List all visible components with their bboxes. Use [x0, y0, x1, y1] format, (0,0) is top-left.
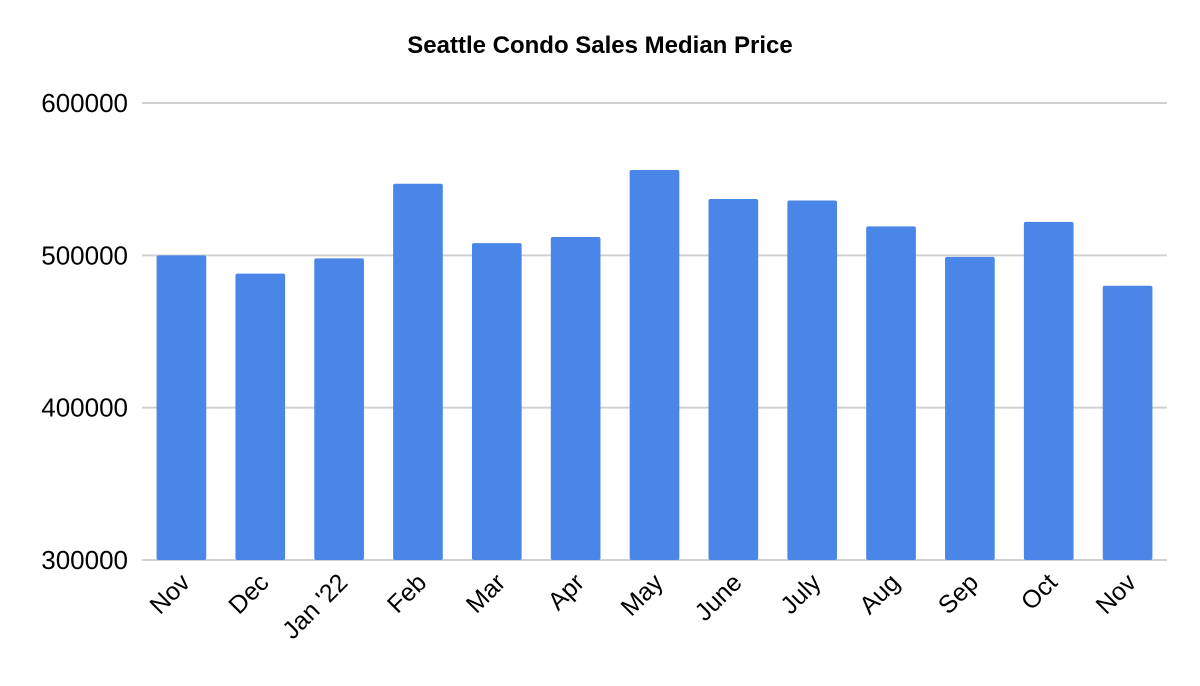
bar — [1102, 285, 1153, 560]
x-tick-label: Sep — [933, 568, 984, 619]
y-tick-label: 400000 — [41, 393, 128, 423]
bar — [314, 258, 364, 560]
x-axis-tick-labels: Nov Dec Jan '22 Feb Mar Apr May June July Aug Sep O… — [144, 568, 1142, 645]
bar — [787, 200, 838, 560]
x-tick-label: Nov — [144, 568, 196, 620]
x-tick-label: Oct — [1016, 568, 1063, 615]
y-axis-tick-labels: 300000 400000 500000 600000 — [41, 88, 128, 575]
x-tick-label: Feb — [382, 568, 432, 618]
bar — [235, 273, 286, 560]
x-tick-label: Jan '22 — [277, 568, 353, 644]
bar — [629, 170, 680, 560]
chart-title: Seattle Condo Sales Median Price — [407, 32, 793, 59]
y-tick-label: 300000 — [41, 545, 128, 575]
bar — [1023, 221, 1074, 560]
bar — [708, 198, 759, 560]
bar — [550, 237, 601, 560]
bar — [156, 255, 207, 561]
bar — [393, 183, 443, 560]
y-tick-label: 500000 — [41, 240, 128, 270]
x-tick-label: June — [689, 568, 747, 626]
bar — [471, 243, 522, 560]
x-tick-label: Dec — [223, 568, 274, 619]
x-tick-label: Nov — [1091, 568, 1143, 620]
bar — [866, 226, 916, 560]
y-tick-label: 600000 — [41, 88, 128, 118]
bar — [945, 256, 995, 560]
x-tick-label: Apr — [543, 568, 590, 615]
x-tick-label: May — [616, 568, 670, 622]
x-tick-label: July — [775, 568, 827, 620]
bars — [156, 170, 1153, 561]
x-tick-label: Aug — [854, 568, 905, 619]
x-tick-label: Mar — [461, 568, 511, 618]
